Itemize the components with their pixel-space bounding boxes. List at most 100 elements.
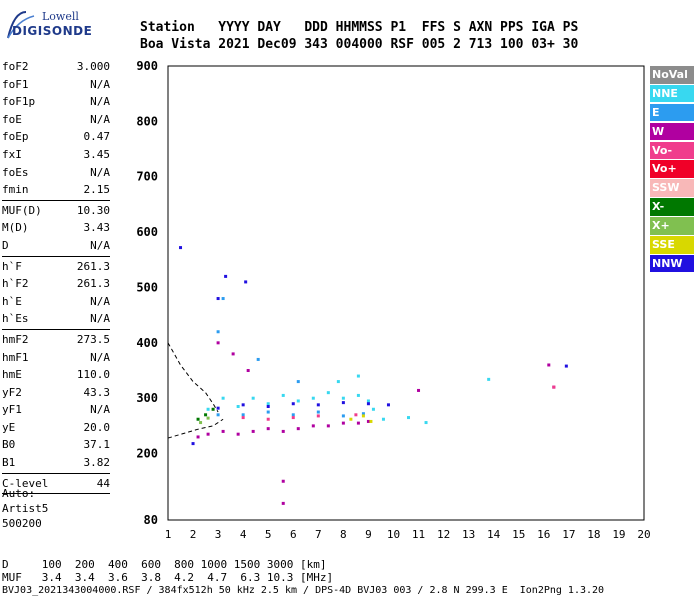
param-name: foF2 (2, 60, 29, 73)
x-tick-label: 13 (462, 528, 475, 541)
param-value: 43.3 (83, 385, 111, 399)
param-name: D (2, 238, 9, 252)
echo-point-w (356, 421, 360, 425)
x-tick-label: 18 (587, 528, 600, 541)
echo-point-w (281, 429, 285, 433)
echo-point-nne (296, 399, 300, 403)
echo-point-nne (266, 402, 270, 406)
param-value: N/A (90, 112, 110, 126)
echo-point-w (296, 427, 300, 431)
legend-item-vo-: Vo- (650, 141, 694, 160)
echo-point-nnw (366, 402, 370, 406)
x-tick-label: 16 (537, 528, 550, 541)
echo-point-x- (204, 413, 208, 417)
echo-point-vo- (266, 417, 270, 421)
echo-point-nne (336, 380, 340, 384)
params-separator (2, 199, 110, 201)
x-tick-label: 11 (412, 528, 425, 541)
echo-point-w (281, 479, 285, 483)
echo-point-nnw (341, 401, 345, 405)
param-value: N/A (90, 238, 110, 252)
x-tick-label: 19 (612, 528, 625, 541)
param-name: fmin (2, 183, 29, 197)
echo-point-nnw (216, 297, 220, 301)
param-value: N/A (90, 350, 110, 364)
param-name: yF2 (2, 385, 22, 399)
param-name: foF1p (2, 95, 36, 109)
y-tick-label: 80 (144, 513, 158, 527)
chart-traces (167, 342, 224, 439)
param-name: yF1 (2, 403, 22, 417)
echo-point-nnw (564, 364, 568, 368)
param-row: B1 3.82 (2, 454, 110, 472)
polarization-legend: NoVal NNE E W Vo- Vo+ SSW X- X+ SSE NNW (650, 66, 694, 274)
echo-point-w (366, 419, 370, 423)
param-value: 3.000 (76, 60, 110, 73)
chart-points (179, 246, 568, 505)
y-tick-label: 300 (136, 391, 158, 405)
echo-point-w (196, 435, 200, 439)
echo-point-e (256, 357, 260, 361)
echo-point-w (281, 501, 285, 505)
echo-point-nnw (241, 403, 245, 407)
echo-point-x- (206, 416, 210, 420)
echo-point-e (216, 413, 220, 417)
echo-point-nnw (291, 402, 295, 406)
param-row: yF2 43.3 (2, 384, 110, 402)
echo-point-nnw (179, 246, 183, 250)
x-tick-label: 20 (637, 528, 650, 541)
logo-lowell-text: Lowell (42, 10, 79, 23)
x-tick-label: 1 (165, 528, 172, 541)
params-separator (2, 472, 110, 474)
echo-point-w (206, 432, 210, 436)
echo-point-nne (381, 417, 385, 421)
legend-item-e: E (650, 103, 694, 122)
echo-point-w (251, 429, 255, 433)
x-tick-label: 3 (215, 528, 222, 541)
echo-point-e (221, 297, 225, 301)
echo-point-nne (424, 421, 428, 425)
echo-point-e (216, 330, 220, 334)
echo-point-nne (371, 407, 375, 411)
param-name: M(D) (2, 221, 29, 235)
echo-point-vo- (241, 416, 245, 420)
param-value: 37.1 (83, 438, 111, 452)
auto-program: Artist5 (2, 502, 49, 515)
legend-item-x-: X- (650, 198, 694, 216)
echo-point-e (341, 414, 345, 418)
param-row: B0 37.1 (2, 436, 110, 454)
echo-point-nnw (216, 406, 220, 410)
param-value: N/A (90, 294, 110, 308)
param-row: hmF2 273.5 (2, 331, 110, 349)
echo-point-w (216, 341, 220, 345)
echo-point-w (266, 427, 270, 431)
echo-point-nne (236, 405, 240, 408)
params-separator (2, 493, 110, 495)
plot-frame (167, 65, 645, 521)
echo-point-nnw (266, 405, 270, 408)
param-value: N/A (90, 95, 110, 109)
x-tick-label: 15 (512, 528, 525, 541)
param-row: h`E N/A (2, 293, 110, 311)
echo-point-w (246, 369, 250, 373)
x-tick-label: 7 (315, 528, 322, 541)
echo-point-nne (311, 396, 315, 400)
param-name: hmF2 (2, 332, 29, 346)
header-labels: Station YYYY DAY DDD HHMMSS P1 FFS S AXN… (140, 20, 579, 35)
echo-point-vo- (316, 414, 320, 418)
footer-muf-line: MUF 3.4 3.4 3.6 3.8 4.2 4.7 6.3 10.3 [MH… (2, 571, 334, 584)
echo-point-nne (206, 407, 210, 411)
echo-point-w (221, 429, 225, 433)
echo-point-w (326, 424, 330, 428)
echo-point-nnw (224, 274, 228, 278)
echo-point-nne (341, 396, 345, 400)
param-name: C-level (2, 476, 49, 490)
echo-point-nne (407, 416, 411, 420)
params-separator (2, 328, 110, 330)
echo-point-w (341, 421, 345, 425)
echo-point-w (311, 424, 315, 428)
param-value: 261.3 (76, 277, 110, 291)
param-name: hmE (2, 368, 22, 382)
param-row: yF1 N/A (2, 401, 110, 419)
trace-model-profile-low (167, 418, 224, 439)
